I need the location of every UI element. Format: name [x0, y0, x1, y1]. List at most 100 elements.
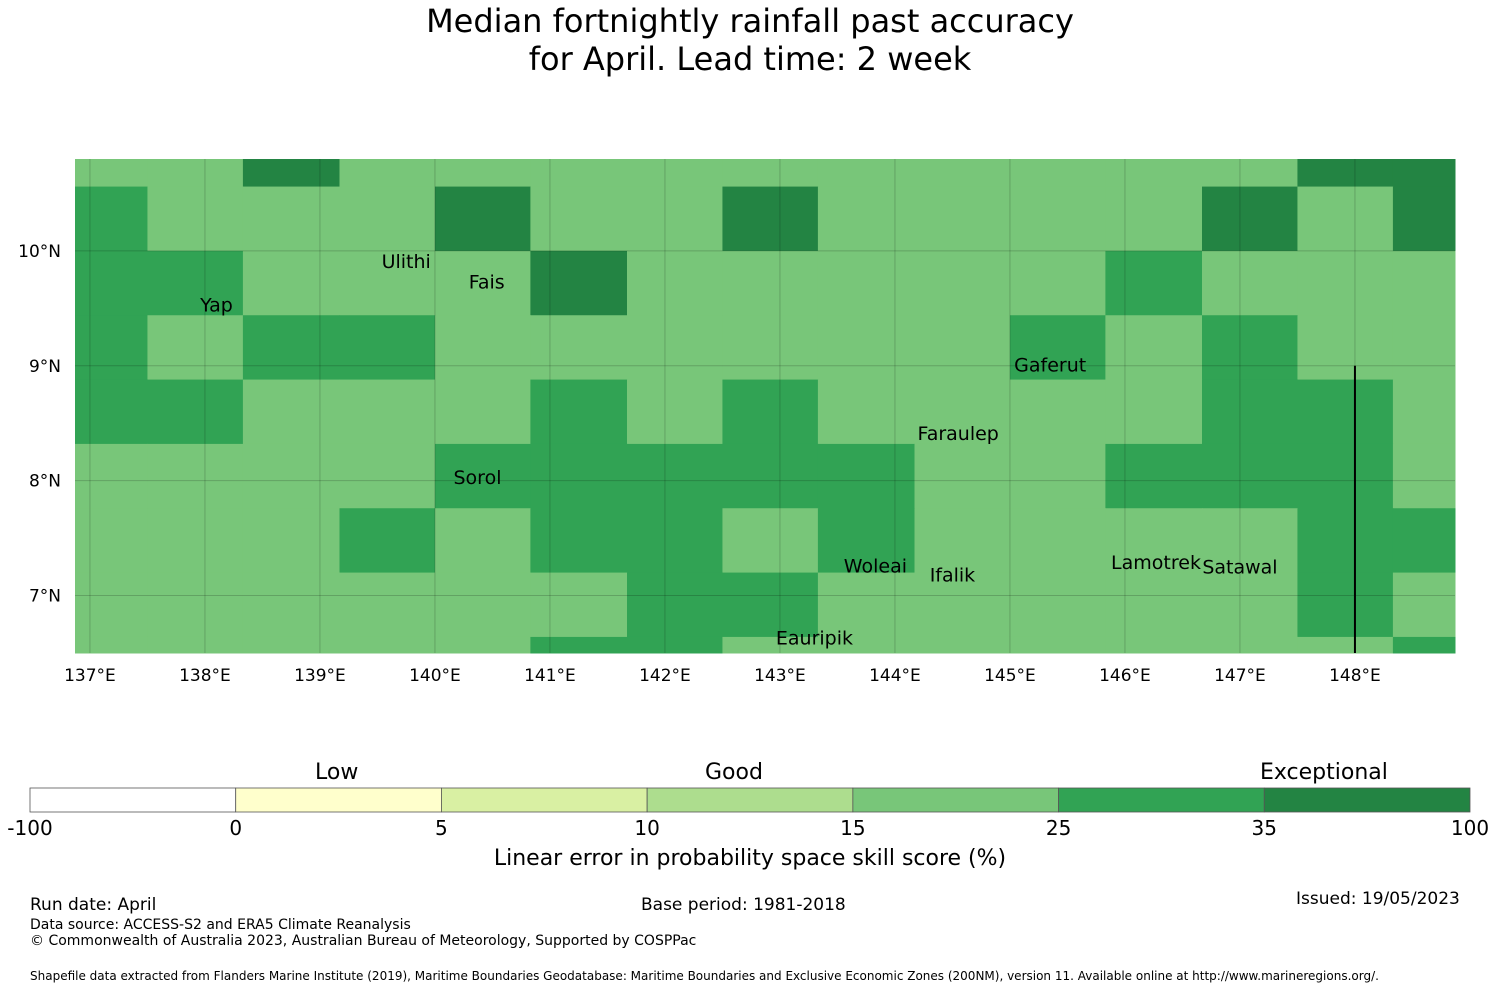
- graticule: [75, 159, 1455, 653]
- grid-cell: [1009, 508, 1106, 574]
- colorbar-tick-label: 35: [1252, 816, 1277, 840]
- grid-cell: [75, 443, 148, 509]
- map-title-line-1: Median fortnightly rainfall past accurac…: [426, 2, 1074, 40]
- grid-cell: [242, 636, 340, 654]
- y-tick-label: 8°N: [29, 472, 61, 492]
- grid-cell: [530, 315, 628, 381]
- grid-cell: [339, 315, 436, 381]
- base-period: Base period: 1981-2018: [641, 895, 846, 915]
- grid-cell: [914, 508, 1011, 574]
- colorbar-tick-label: 100: [1451, 816, 1489, 840]
- grid-cell: [722, 572, 819, 638]
- legend-category-good: Good: [705, 760, 763, 785]
- grid-cell: [817, 315, 915, 381]
- grid-cell: [242, 250, 340, 316]
- grid-cell: [434, 250, 531, 316]
- grid-cell: [1297, 379, 1394, 445]
- map-panel[interactable]: Ulithi Fais Yap Gaferut Faraulep Sorol Woleai L…: [0, 0, 1500, 700]
- legend-category-low: Low: [315, 760, 359, 785]
- grid-cell: [530, 636, 628, 654]
- grid-cell: [339, 636, 436, 654]
- colorbar-bin: [1263, 787, 1471, 813]
- grid-cell: [1009, 315, 1106, 381]
- run-date: Run date: April: [30, 895, 157, 915]
- colorbar-tick-label: 5: [435, 816, 448, 840]
- grid-cell: [1009, 186, 1106, 252]
- grid-cell: [434, 186, 531, 252]
- grid-cell: [817, 636, 915, 654]
- grid-cell: [75, 379, 148, 445]
- grid-cell: [242, 159, 340, 188]
- colorbar-bin: [646, 787, 854, 813]
- grid-cell: [627, 159, 723, 188]
- grid-cell: [1105, 508, 1203, 574]
- grid-cell: [1297, 443, 1394, 509]
- grid-cell: [1202, 572, 1298, 638]
- grid-cell: [1297, 508, 1394, 574]
- place-label: Satawal: [1202, 556, 1277, 578]
- issued-date: Issued: 19/05/2023: [1296, 889, 1460, 909]
- grid-cell: [1105, 186, 1203, 252]
- grid-cell: [817, 508, 915, 574]
- grid-cell: [434, 379, 531, 445]
- grid-cell: [1297, 636, 1394, 654]
- grid-cell: [627, 636, 723, 654]
- grid-cell: [627, 379, 723, 445]
- grid-cell: [1297, 315, 1394, 381]
- grid-cell: [242, 315, 340, 381]
- x-tick-label: 147°E: [1214, 666, 1266, 686]
- grid-cell: [722, 443, 819, 509]
- grid-cell: [627, 186, 723, 252]
- grid-cell: [147, 159, 244, 188]
- x-tick-label: 139°E: [294, 666, 346, 686]
- data-source: Data source: ACCESS-S2 and ERA5 Climate …: [30, 917, 411, 933]
- grid-cell: [339, 250, 436, 316]
- grid-cell: [627, 443, 723, 509]
- place-label: Woleai: [844, 555, 907, 577]
- colorbar-title: Linear error in probability space skill …: [493, 846, 1007, 871]
- grid-cell: [147, 379, 244, 445]
- grid-cell: [75, 250, 148, 316]
- grid-cell: [242, 508, 340, 574]
- grid-cell: [1202, 186, 1298, 252]
- grid-cell: [530, 250, 628, 316]
- place-label: Faraulep: [918, 423, 999, 445]
- grid-cell: [434, 508, 531, 574]
- grid-cell: [75, 572, 148, 638]
- grid-cell: [1392, 250, 1456, 316]
- grid-cell: [1392, 572, 1456, 638]
- grid-cell: [627, 572, 723, 638]
- grid-cell: [914, 186, 1011, 252]
- grid-cell: [147, 572, 244, 638]
- grid-cell: [914, 250, 1011, 316]
- grid-cell: [434, 572, 531, 638]
- grid-cell: [1202, 443, 1298, 509]
- skill-grid: [75, 159, 1456, 654]
- skill-map[interactable]: Ulithi Fais Yap Gaferut Faraulep Sorol Woleai L…: [0, 0, 1500, 700]
- grid-cell: [242, 572, 340, 638]
- grid-cell: [1392, 186, 1456, 252]
- grid-cell: [530, 159, 628, 188]
- grid-cell: [147, 636, 244, 654]
- colorbar-bin: [1058, 787, 1265, 813]
- grid-cell: [434, 315, 531, 381]
- y-tick-label: 9°N: [29, 357, 61, 377]
- grid-cell: [1202, 250, 1298, 316]
- map-title-line-2: for April. Lead time: 2 week: [528, 40, 972, 78]
- grid-cell: [1105, 636, 1203, 654]
- x-tick-label: 141°E: [524, 666, 576, 686]
- grid-cell: [1009, 636, 1106, 654]
- grid-cell: [1009, 379, 1106, 445]
- grid-cell: [1105, 315, 1203, 381]
- grid-cell: [1105, 443, 1203, 509]
- grid-cell: [339, 572, 436, 638]
- x-tick-label: 143°E: [754, 666, 806, 686]
- grid-cell: [339, 186, 436, 252]
- copyright: © Commonwealth of Australia 2023, Austra…: [30, 933, 697, 949]
- x-tick-label: 146°E: [1099, 666, 1151, 686]
- grid-cell: [530, 379, 628, 445]
- grid-cell: [914, 443, 1011, 509]
- grid-cell: [914, 572, 1011, 638]
- grid-cell: [722, 315, 819, 381]
- grid-cell: [1105, 379, 1203, 445]
